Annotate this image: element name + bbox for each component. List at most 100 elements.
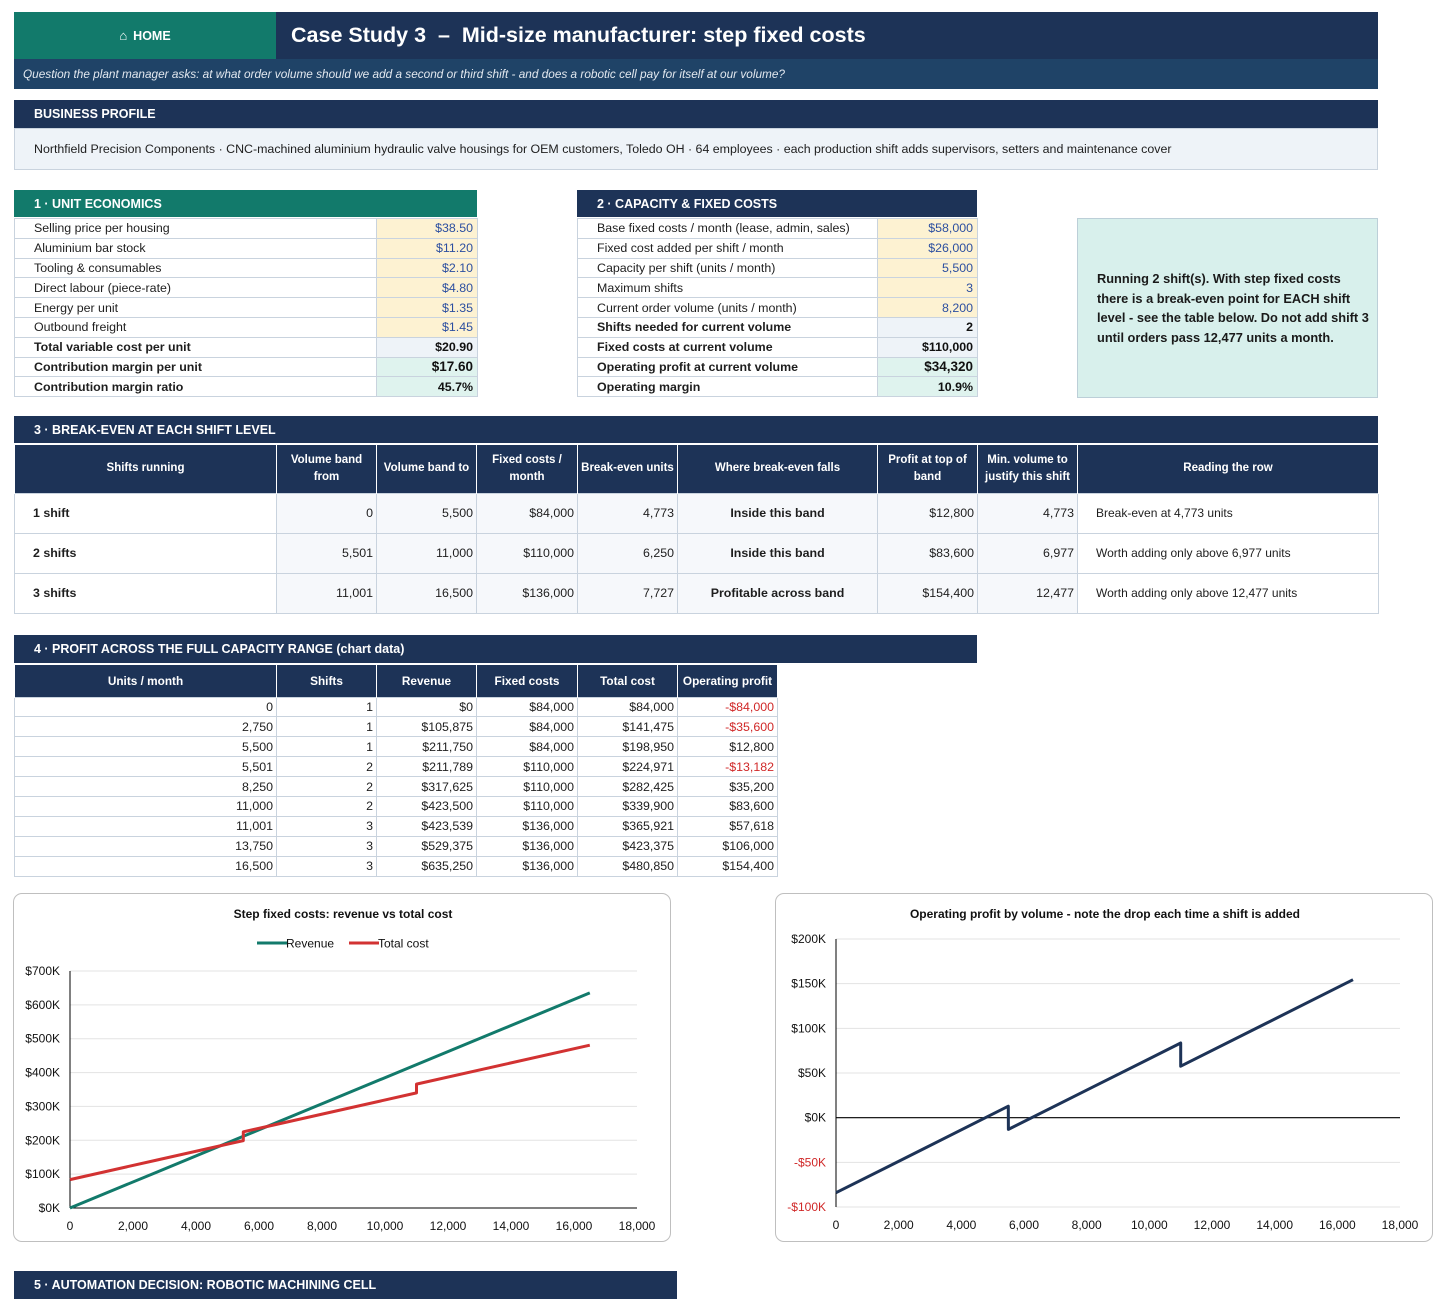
breakeven-cell: Inside this band [677, 492, 878, 534]
breakeven-column-header: Reading the row [1077, 445, 1379, 493]
profit-range-cell: $423,375 [577, 835, 678, 857]
profit-range-column-header: Shifts [276, 665, 377, 697]
chart2-x-tick-label: 0 [833, 1218, 840, 1232]
profit-range-cell: -$84,000 [677, 696, 778, 718]
profit-range-cell: $57,618 [677, 815, 778, 837]
chart1-y-tick-label: $600K [25, 998, 60, 1012]
profit-range-cell: $317,625 [376, 776, 477, 797]
profit-range-cell: $12,800 [677, 736, 778, 758]
profit-range-cell: 2,750 [14, 716, 277, 738]
profit-range-cell: 5,500 [14, 736, 277, 758]
chart2-x-tick-label: 8,000 [1072, 1218, 1102, 1232]
profit-range-cell: $224,971 [577, 756, 678, 778]
chart2-y-tick-label: $0K [805, 1111, 826, 1125]
chart1-y-tick-label: $300K [25, 1099, 60, 1113]
unit-economics-value: $20.90 [376, 336, 478, 358]
profit-range-row: 11,000 2 $423,500 $110,000 $339,900 $83,600 [14, 795, 778, 817]
profit-range-row: 16,500 3 $635,250 $136,000 $480,850 $154,400 [14, 855, 778, 877]
profit-range-row: 5,501 2 $211,789 $110,000 $224,971 -$13,182 [14, 756, 778, 778]
automation-header: 5 · AUTOMATION DECISION: ROBOTIC MACHINI… [14, 1271, 677, 1299]
breakeven-cell: 1 shift [14, 492, 277, 534]
unit-economics-value[interactable]: $2.10 [376, 257, 478, 279]
revenue-cost-chart-svg: Step fixed costs: revenue vs total cost $… [25, 907, 655, 1233]
unit-economics-label: Direct labour (piece-rate) [14, 277, 377, 299]
automation-title: 5 · AUTOMATION DECISION: ROBOTIC MACHINI… [34, 1278, 377, 1292]
revenue-cost-chart: Step fixed costs: revenue vs total cost $… [13, 893, 671, 1242]
chart1-series-line [69, 991, 591, 1210]
capacity-table: Base fixed costs / month (lease, admin, … [577, 218, 978, 398]
breakeven-cell: Worth adding only above 6,977 units [1077, 532, 1379, 574]
chart1-x-tick-label: 10,000 [367, 1219, 404, 1233]
unit-economics-label: Energy per unit [14, 297, 377, 318]
breakeven-column-header: Fixed costs / month [476, 445, 578, 493]
capacity-value[interactable]: 3 [877, 277, 978, 299]
breakeven-title: 3 · BREAK-EVEN AT EACH SHIFT LEVEL [34, 422, 276, 437]
unit-economics-value[interactable]: $4.80 [376, 277, 478, 299]
chart2-x-tick-label: 18,000 [1382, 1218, 1419, 1232]
capacity-value[interactable]: 8,200 [877, 297, 978, 318]
house-icon: ⌂ [119, 28, 128, 43]
chart1-x-tick-label: 6,000 [244, 1219, 274, 1233]
profit-range-cell: $0 [376, 696, 477, 718]
unit-economics-label: Tooling & consumables [14, 257, 377, 279]
unit-economics-value[interactable]: $38.50 [376, 218, 478, 239]
business-profile-title: BUSINESS PROFILE [34, 107, 156, 121]
home-button[interactable]: ⌂ HOME [14, 12, 276, 59]
breakeven-cell: Worth adding only above 12,477 units [1077, 572, 1379, 614]
profit-range-cell: $365,921 [577, 815, 678, 837]
profit-range-row: 2,750 1 $105,875 $84,000 $141,475 -$35,600 [14, 716, 778, 738]
unit-economics-value[interactable]: $1.45 [376, 316, 478, 338]
breakeven-cell: Profitable across band [677, 572, 878, 614]
profit-range-cell: $339,900 [577, 795, 678, 817]
capacity-value: $110,000 [877, 336, 978, 358]
chart1-x-tick-label: 2,000 [118, 1219, 148, 1233]
chart2-y-tick-label: $200K [791, 932, 826, 946]
capacity-row: Base fixed costs / month (lease, admin, … [577, 218, 978, 239]
breakeven-column-header: Volume band from [276, 445, 377, 493]
breakeven-cell: $154,400 [877, 572, 978, 614]
breakeven-column-header: Volume band to [376, 445, 477, 493]
profit-range-cell: 16,500 [14, 855, 277, 877]
unit-economics-label: Total variable cost per unit [14, 336, 377, 358]
chart1-y-tick-label: $500K [25, 1032, 60, 1046]
capacity-row: Operating profit at current volume $34,32… [577, 356, 978, 378]
profit-range-cell: $211,750 [376, 736, 477, 758]
profit-range-cell: $635,250 [376, 855, 477, 877]
chart2-y-tick-label: $100K [791, 1021, 826, 1035]
profit-range-cell: $84,000 [577, 696, 678, 718]
breakeven-cell: 16,500 [376, 572, 477, 614]
unit-economics-row: Selling price per housing $38.50 [14, 218, 478, 239]
breakeven-cell: 4,773 [577, 492, 678, 534]
profit-range-row: 11,001 3 $423,539 $136,000 $365,921 $57,618 [14, 815, 778, 837]
capacity-value[interactable]: 5,500 [877, 257, 978, 279]
unit-economics-value[interactable]: $11.20 [376, 237, 478, 259]
chart1-legend-label: Total cost [378, 937, 429, 951]
breakeven-row: 1 shift 0 5,500 $84,000 4,773 Inside this ban… [14, 492, 1379, 534]
capacity-value: $34,320 [877, 356, 978, 378]
unit-economics-value[interactable]: $1.35 [376, 297, 478, 318]
chart1-x-tick-label: 0 [67, 1219, 74, 1233]
capacity-label: Maximum shifts [577, 277, 878, 299]
breakeven-cell: 5,500 [376, 492, 477, 534]
chart2-x-tick-label: 2,000 [884, 1218, 914, 1232]
capacity-value[interactable]: $58,000 [877, 218, 978, 239]
shift-callout: Running 2 shift(s). With step fixed cost… [1077, 218, 1378, 398]
chart1-y-tick-label: $700K [25, 964, 60, 978]
page-title: Case Study 3 – Mid-size manufacturer: st… [276, 12, 1378, 59]
chart2-title: Operating profit by volume - note the dr… [910, 907, 1300, 921]
capacity-label: Fixed cost added per shift / month [577, 237, 878, 259]
capacity-value[interactable]: $26,000 [877, 237, 978, 259]
home-label: HOME [133, 28, 171, 43]
unit-economics-table: Selling price per housing $38.50 Aluminium… [14, 218, 478, 398]
capacity-row: Capacity per shift (units / month) 5,500 [577, 257, 978, 279]
unit-economics-label: Selling price per housing [14, 218, 377, 239]
profit-range-cell: 2 [276, 795, 377, 817]
chart1-x-tick-label: 14,000 [493, 1219, 530, 1233]
capacity-label: Base fixed costs / month (lease, admin, … [577, 218, 878, 239]
breakeven-column-header: Min. volume to justify this shift [977, 445, 1078, 493]
page-title-text: Case Study 3 – Mid-size manufacturer: st… [291, 23, 866, 47]
profit-range-cell: 2 [276, 756, 377, 778]
profit-range-cell: 1 [276, 736, 377, 758]
profit-range-cell: $84,000 [476, 736, 578, 758]
chart2-x-tick-label: 14,000 [1256, 1218, 1293, 1232]
